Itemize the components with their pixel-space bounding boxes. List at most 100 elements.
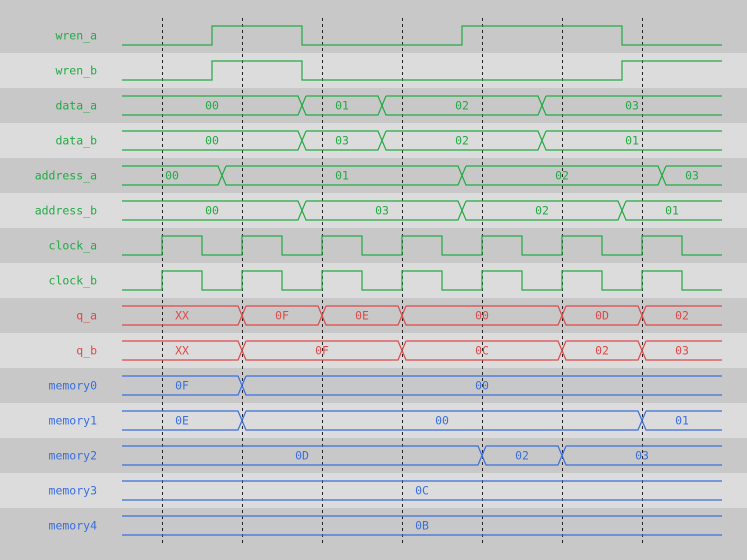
bus-value-memory0: 00 (475, 379, 489, 393)
bus-value-q_a: XX (175, 309, 189, 323)
row-background (0, 263, 747, 298)
bus-value-address_b: 03 (375, 204, 389, 218)
signal-label-clock_b: clock_b (49, 274, 98, 288)
bus-segment-memory3 (122, 480, 722, 501)
row-background (0, 508, 747, 543)
bus-value-memory2: 02 (515, 449, 529, 463)
bus-value-address_b: 01 (665, 204, 679, 218)
row-background (0, 473, 747, 508)
bus-value-data_a: 02 (455, 99, 469, 113)
waveform-clock_b (122, 270, 722, 291)
bus-segment-address_b (621, 200, 722, 221)
signal-label-wren_a: wren_a (55, 29, 97, 43)
signal-label-wren_b: wren_b (55, 64, 97, 78)
row-background (0, 368, 747, 403)
bus-segment-q_a (321, 305, 403, 326)
bus-value-q_b: 03 (675, 344, 689, 358)
bus-value-address_b: 00 (205, 204, 219, 218)
bus-value-data_a: 01 (335, 99, 349, 113)
bus-value-memory1: 0E (175, 414, 189, 428)
signal-label-memory2: memory2 (49, 449, 97, 463)
row-background (0, 88, 747, 123)
bus-value-q_a: 0F (275, 309, 289, 323)
bus-segment-data_b (381, 130, 543, 151)
row-background (0, 228, 747, 263)
signal-label-memory0: memory0 (49, 379, 98, 393)
bus-value-q_a: 0D (595, 309, 609, 323)
bus-segment-address_a (221, 165, 463, 186)
bus-value-data_b: 01 (625, 134, 639, 148)
bus-value-memory1: 00 (435, 414, 449, 428)
bus-value-q_a: 00 (475, 309, 489, 323)
bus-value-memory2: 03 (635, 449, 649, 463)
bus-segment-q_a (561, 305, 643, 326)
row-background (0, 18, 747, 53)
bus-segment-memory2 (561, 445, 722, 466)
bus-value-memory1: 01 (675, 414, 689, 428)
bus-segment-address_b (461, 200, 623, 221)
row-background (0, 403, 747, 438)
bus-segment-memory1 (241, 410, 643, 431)
bus-segment-memory2 (481, 445, 563, 466)
bus-segment-data_a (381, 95, 543, 116)
bus-value-q_b: 02 (595, 344, 609, 358)
signal-label-clock_a: clock_a (49, 239, 97, 253)
bus-segment-data_a (541, 95, 722, 116)
bus-value-address_a: 02 (555, 169, 569, 183)
bus-value-memory2: 0D (295, 449, 309, 463)
bus-value-address_a: 00 (165, 169, 179, 183)
signal-label-memory4: memory4 (49, 519, 98, 533)
waveform-wren_b (122, 60, 722, 81)
bus-segment-memory4 (122, 515, 722, 536)
bus-value-address_a: 01 (335, 169, 349, 183)
bus-value-data_a: 00 (205, 99, 219, 113)
row-background (0, 158, 747, 193)
bus-segment-q_b (561, 340, 643, 361)
bus-value-q_a: 02 (675, 309, 689, 323)
bus-segment-q_b (641, 340, 722, 361)
waveform-clock_a (122, 235, 722, 256)
row-background (0, 123, 747, 158)
bus-segment-q_a (641, 305, 722, 326)
bus-segment-address_b (301, 200, 463, 221)
bus-value-data_b: 00 (205, 134, 219, 148)
bus-value-memory3: 0C (415, 484, 429, 498)
row-background (0, 438, 747, 473)
signal-label-data_a: data_a (55, 99, 97, 113)
bus-value-q_b: 0F (315, 344, 329, 358)
signal-label-memory3: memory3 (49, 484, 98, 498)
bus-value-data_b: 02 (455, 134, 469, 148)
bus-segment-q_a (241, 305, 323, 326)
bus-segment-data_b (301, 130, 383, 151)
signal-label-memory1: memory1 (49, 414, 98, 428)
bus-segment-data_b (541, 130, 722, 151)
bus-value-address_b: 02 (535, 204, 549, 218)
signal-label-q_b: q_b (76, 344, 97, 358)
bus-value-data_b: 03 (335, 134, 349, 148)
row-background (0, 53, 747, 88)
bus-segment-memory1 (641, 410, 722, 431)
signal-label-q_a: q_a (76, 309, 97, 323)
row-background (0, 193, 747, 228)
bus-value-data_a: 03 (625, 99, 639, 113)
signal-label-address_a: address_a (35, 169, 97, 183)
bus-segment-q_a (401, 305, 563, 326)
bus-segment-memory0 (241, 375, 722, 396)
row-background (0, 298, 747, 333)
bus-value-address_a: 03 (685, 169, 699, 183)
bus-value-q_a: 0E (355, 309, 369, 323)
bus-value-memory0: 0F (175, 379, 189, 393)
signal-label-data_b: data_b (55, 134, 97, 148)
waveform-wren_a (122, 25, 722, 46)
bus-value-memory4: 0B (415, 519, 429, 533)
bus-segment-q_b (401, 340, 563, 361)
bus-value-q_b: XX (175, 344, 189, 358)
bus-segment-q_b (241, 340, 403, 361)
signal-label-address_b: address_b (35, 204, 97, 218)
bus-segment-data_a (301, 95, 383, 116)
bus-segment-address_a (461, 165, 663, 186)
bus-segment-address_a (661, 165, 722, 186)
row-background (0, 333, 747, 368)
